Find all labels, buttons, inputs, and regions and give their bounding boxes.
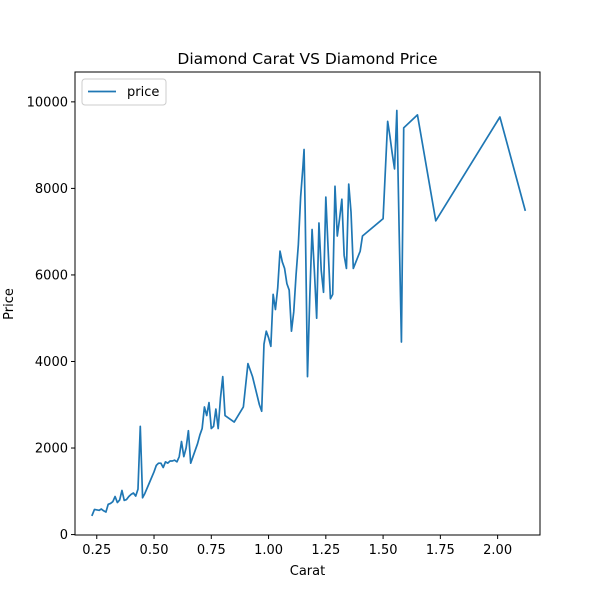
x-tick-label: 0.25 (82, 543, 111, 558)
legend-box (81, 78, 167, 106)
legend-label-price: price (127, 85, 159, 100)
x-tick-label: 0.75 (197, 543, 226, 558)
y-tick-label: 0 (60, 528, 68, 543)
y-tick-label: 2000 (35, 442, 68, 457)
series-line-price (91, 109, 527, 517)
x-tick-label: 1.50 (369, 543, 398, 558)
legend: price (81, 78, 167, 106)
axes-spines (74, 71, 541, 536)
x-tick-label: 1.75 (426, 543, 455, 558)
y-tick-label: 8000 (35, 182, 68, 197)
chart-title: Diamond Carat VS Diamond Price (177, 50, 437, 68)
plot-area (74, 71, 541, 536)
x-axis-title: Carat (290, 564, 325, 579)
y-tick-label: 10000 (27, 95, 68, 110)
x-axis: 0.25 0.50 0.75 1.00 1.25 1.50 1.75 2.00 (82, 535, 512, 558)
axes-frame (74, 71, 541, 536)
y-axis: 0 2000 4000 6000 8000 10000 (27, 95, 75, 543)
x-tick-label: 2.00 (483, 543, 512, 558)
y-tick-label: 4000 (35, 355, 68, 370)
x-tick-label: 0.50 (140, 543, 169, 558)
y-axis-title: Price (2, 288, 17, 320)
x-tick-label: 1.25 (311, 543, 340, 558)
x-tick-label: 1.00 (254, 543, 283, 558)
y-tick-label: 6000 (35, 268, 68, 283)
